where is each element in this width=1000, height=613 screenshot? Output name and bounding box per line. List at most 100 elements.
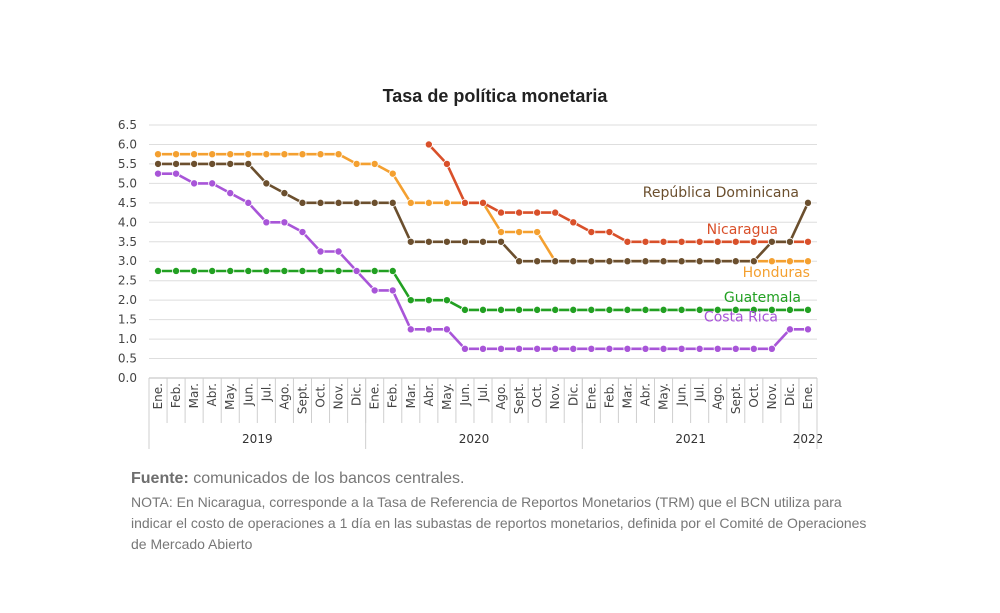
data-point [767, 305, 776, 314]
data-point [424, 140, 433, 149]
y-tick-label: 3.0 [118, 254, 137, 268]
data-point [388, 198, 397, 207]
data-point [641, 344, 650, 353]
data-point [641, 305, 650, 314]
x-tick-label: Ene. [151, 383, 165, 409]
data-point [208, 150, 217, 159]
data-point [785, 305, 794, 314]
data-point [262, 150, 271, 159]
x-tick-label: Ago. [711, 383, 725, 410]
x-tick-label: Oct. [747, 383, 761, 408]
data-point [460, 305, 469, 314]
data-point [226, 150, 235, 159]
data-point [587, 305, 596, 314]
data-point [190, 159, 199, 168]
data-point [515, 228, 524, 237]
data-point [406, 237, 415, 246]
y-tick-label: 4.0 [118, 215, 137, 229]
data-point [298, 228, 307, 237]
data-point [551, 305, 560, 314]
data-point [370, 266, 379, 275]
series-label: Guatemala [724, 290, 801, 306]
series-label: Honduras [743, 265, 810, 281]
data-point [334, 150, 343, 159]
data-point [334, 198, 343, 207]
source-line: Fuente: comunicados de los bancos centra… [131, 470, 871, 488]
data-point [641, 237, 650, 246]
data-point [190, 150, 199, 159]
x-tick-label: Ago. [277, 383, 291, 410]
x-tick-label: Feb. [602, 383, 616, 408]
data-point [659, 305, 668, 314]
data-point [785, 257, 794, 266]
data-point [749, 257, 758, 266]
data-point [460, 237, 469, 246]
data-point [587, 257, 596, 266]
data-point [280, 266, 289, 275]
data-point [605, 344, 614, 353]
data-point [406, 296, 415, 305]
data-point [533, 305, 542, 314]
x-tick-label: Dic. [783, 383, 797, 406]
data-point [623, 305, 632, 314]
data-point [767, 237, 776, 246]
data-point [713, 257, 722, 266]
data-point [244, 159, 253, 168]
data-point [478, 237, 487, 246]
data-point [190, 179, 199, 188]
data-point [641, 257, 650, 266]
data-point [587, 344, 596, 353]
x-tick-label: Jun. [675, 383, 689, 407]
series-label: República Dominicana [643, 185, 799, 201]
x-tick-label: Ene. [801, 383, 815, 409]
y-tick-label: 3.5 [118, 235, 137, 249]
data-point [370, 159, 379, 168]
data-point [677, 344, 686, 353]
data-point [460, 344, 469, 353]
x-tick-label: Mar. [187, 383, 201, 408]
data-point [370, 198, 379, 207]
data-point [262, 266, 271, 275]
data-point [731, 237, 740, 246]
data-point [767, 344, 776, 353]
data-point [515, 305, 524, 314]
series-line [158, 162, 810, 263]
data-point [442, 159, 451, 168]
data-point [442, 237, 451, 246]
data-point [424, 325, 433, 334]
year-label: 2020 [459, 432, 490, 446]
data-point [244, 150, 253, 159]
x-tick-label: Jun. [241, 383, 255, 407]
data-point [803, 257, 812, 266]
data-point [515, 344, 524, 353]
x-tick-label: Jun. [458, 383, 472, 407]
data-point [352, 159, 361, 168]
data-point [172, 159, 181, 168]
data-point [388, 266, 397, 275]
x-tick-label: Mar. [404, 383, 418, 408]
data-point [316, 150, 325, 159]
y-tick-label: 6.0 [118, 137, 137, 151]
data-point [695, 305, 704, 314]
y-tick-label: 4.5 [118, 196, 137, 210]
data-point [406, 198, 415, 207]
data-point [605, 228, 614, 237]
data-point [803, 237, 812, 246]
data-point [370, 286, 379, 295]
data-point [659, 237, 668, 246]
data-point [785, 237, 794, 246]
y-tick-label: 5.5 [118, 157, 137, 171]
data-point [424, 237, 433, 246]
data-point [767, 257, 776, 266]
x-tick-label: Dic. [566, 383, 580, 406]
source-text: comunicados de los bancos centrales. [188, 470, 465, 487]
y-tick-label: 0.0 [118, 371, 137, 385]
data-point [208, 266, 217, 275]
data-point [533, 228, 542, 237]
x-tick-label: Jul. [259, 383, 273, 402]
data-point [623, 257, 632, 266]
data-point [497, 305, 506, 314]
data-point [659, 344, 668, 353]
series-line [158, 269, 808, 312]
data-point [478, 198, 487, 207]
